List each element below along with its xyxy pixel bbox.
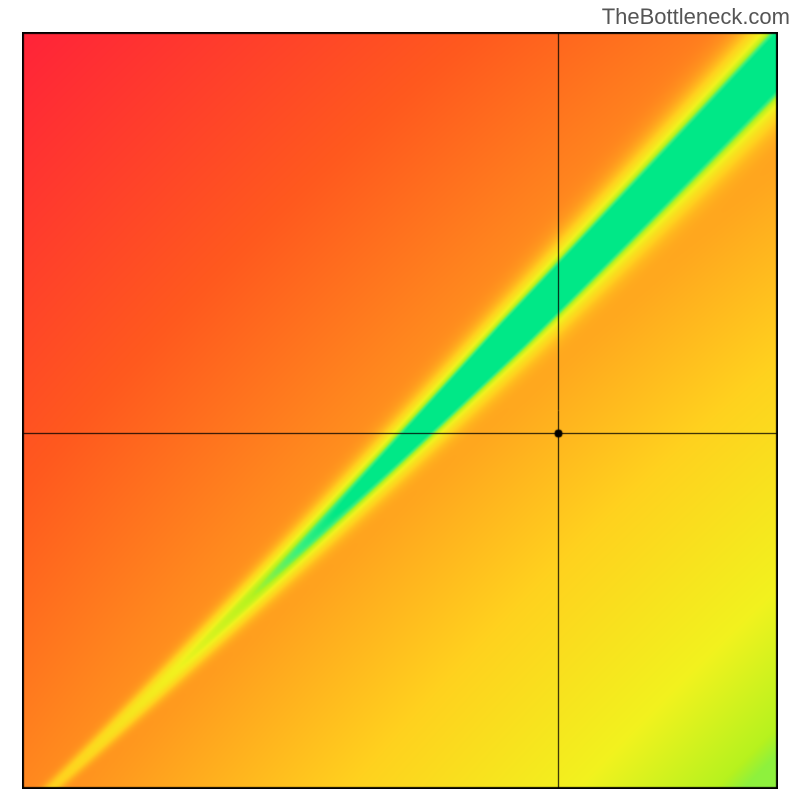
chart-container: TheBottleneck.com	[0, 0, 800, 800]
watermark-text: TheBottleneck.com	[602, 4, 790, 30]
bottleneck-heatmap	[22, 32, 778, 789]
